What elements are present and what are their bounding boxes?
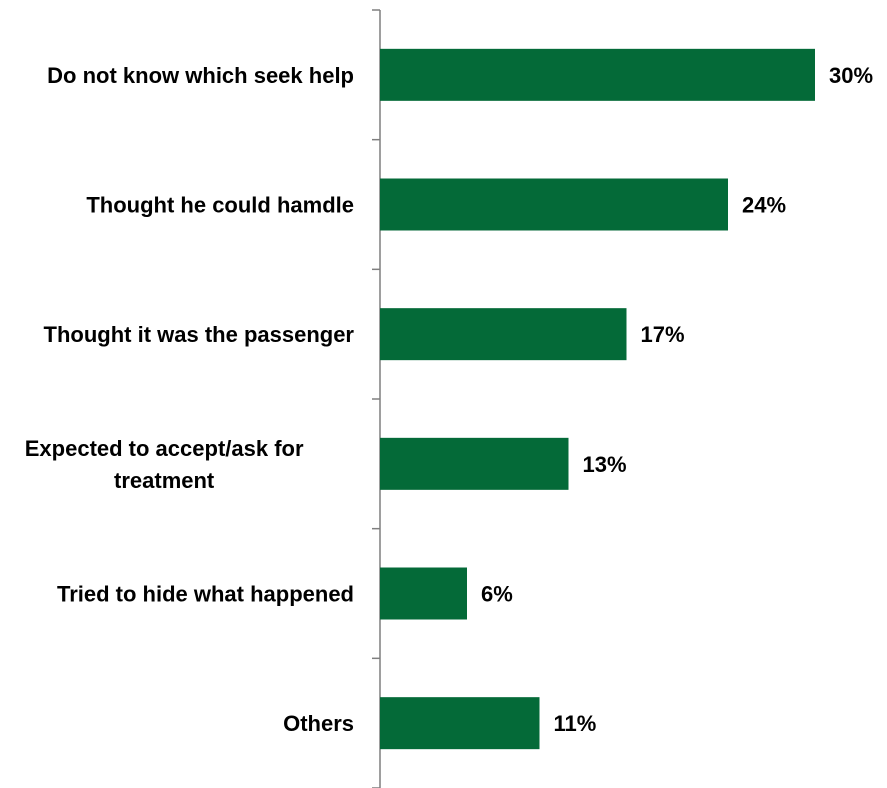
value-label: 17% [641,322,685,347]
bar [380,48,815,101]
category-label: Tried to hide what happened [57,582,354,607]
value-label: 30% [829,63,873,88]
bar [380,567,467,620]
category-label-line: Others [283,711,354,736]
bar [380,308,627,361]
category-label: Thought he could hamdle [86,193,354,218]
bar [380,437,569,490]
value-label: 6% [481,582,513,607]
bar [380,178,728,231]
category-label: Expected to accept/ask for treatment [25,436,304,493]
category-label-line: Thought he could hamdle [86,193,354,218]
category-label-line: treatment [114,468,215,493]
category-label-line: Expected to accept/ask for [25,436,304,461]
category-label-line: Do not know which seek help [47,63,354,88]
value-label: 24% [742,193,786,218]
category-label: Others [283,711,354,736]
category-label-line: Thought it was the passenger [44,322,355,347]
bar [380,697,540,750]
value-label: 13% [583,452,627,477]
category-label: Thought it was the passenger [44,322,355,347]
category-label: Do not know which seek help [47,63,354,88]
value-label: 11% [554,711,597,736]
category-label-line: Tried to hide what happened [57,582,354,607]
